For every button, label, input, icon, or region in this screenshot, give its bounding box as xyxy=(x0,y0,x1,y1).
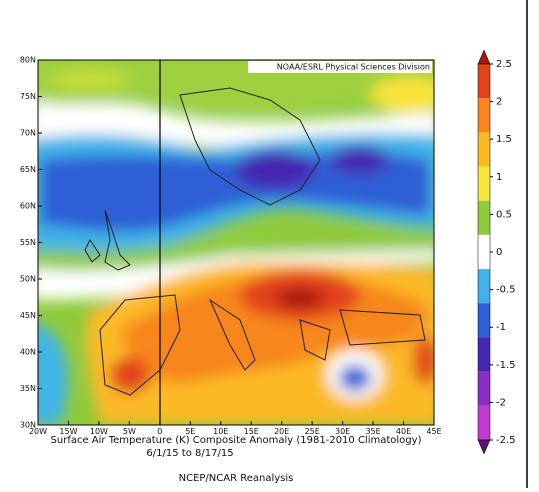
colorbar-label: 0 xyxy=(496,247,502,258)
colorbar-label: -1 xyxy=(496,322,506,333)
lat-label: 60N xyxy=(20,202,36,211)
lon-label: 20W xyxy=(29,427,47,436)
colorbar-bin xyxy=(478,405,490,440)
lon-label: 15W xyxy=(59,427,77,436)
lon-label: 20E xyxy=(274,427,289,436)
colorbar-label: -2 xyxy=(496,397,506,408)
lat-label: 65N xyxy=(20,165,36,174)
lat-label: 30N xyxy=(20,421,36,430)
lat-label: 35N xyxy=(20,384,36,393)
lon-label: 40E xyxy=(396,427,411,436)
lat-label: 80N xyxy=(20,56,36,65)
colorbar-arrow-bottom xyxy=(477,439,491,455)
colorbar-label: -1.5 xyxy=(496,360,516,371)
colorbar: 2.5 2 1.5 1 0.5 0 -0.5 -1 -1.5 -2 -2.5 xyxy=(477,49,516,455)
colorbar-label: -0.5 xyxy=(496,285,516,296)
colorbar-label: 2 xyxy=(496,97,502,108)
colorbar-label: 2.5 xyxy=(496,59,512,70)
lat-label: 45N xyxy=(20,311,36,320)
lat-label: 55N xyxy=(20,238,36,247)
colorbar-label: 1.5 xyxy=(496,134,512,145)
lon-label: 10W xyxy=(90,427,108,436)
colorbar-bin xyxy=(478,200,490,235)
lon-label: 10E xyxy=(213,427,228,436)
source: NCEP/NCAR Reanalysis xyxy=(179,473,294,484)
colorbar-bin xyxy=(478,132,490,167)
colorbar-label: -2.5 xyxy=(496,435,516,446)
colorbar-bin xyxy=(478,166,490,201)
colorbar-bin xyxy=(478,371,490,406)
lon-label: 15E xyxy=(244,427,259,436)
lat-label: 75N xyxy=(20,92,36,101)
credit-box xyxy=(248,61,432,73)
colorbar-arrow-top xyxy=(477,49,491,65)
colorbar-bin xyxy=(478,269,490,304)
caption: Surface Air Temperature (K) Composite An… xyxy=(51,435,422,446)
lon-label: 0 xyxy=(157,427,162,436)
colorbar-bin xyxy=(478,64,490,99)
lon-label: 25E xyxy=(305,427,320,436)
lat-label: 40N xyxy=(20,348,36,357)
lat-label: 50N xyxy=(20,275,36,284)
colorbar-label: 0.5 xyxy=(496,209,512,220)
lon-label: 45E xyxy=(426,427,441,436)
colorbar-bin xyxy=(478,98,490,133)
dates: 6/1/15 to 8/17/15 xyxy=(146,448,233,459)
colorbar-bin xyxy=(478,337,490,372)
lon-label: 5E xyxy=(185,427,195,436)
lon-label: 30E xyxy=(335,427,350,436)
anomaly-field xyxy=(38,60,434,425)
coastlines xyxy=(84,87,426,396)
lon-label: 5W xyxy=(123,427,136,436)
colorbar-bin xyxy=(478,234,490,270)
lon-label: 35E xyxy=(365,427,380,436)
credit: NOAA/ESRL Physical Sciences Division xyxy=(277,63,430,72)
colorbar-label: 1 xyxy=(496,172,502,183)
lat-label: 70N xyxy=(20,129,36,138)
colorbar-bin xyxy=(478,303,490,338)
